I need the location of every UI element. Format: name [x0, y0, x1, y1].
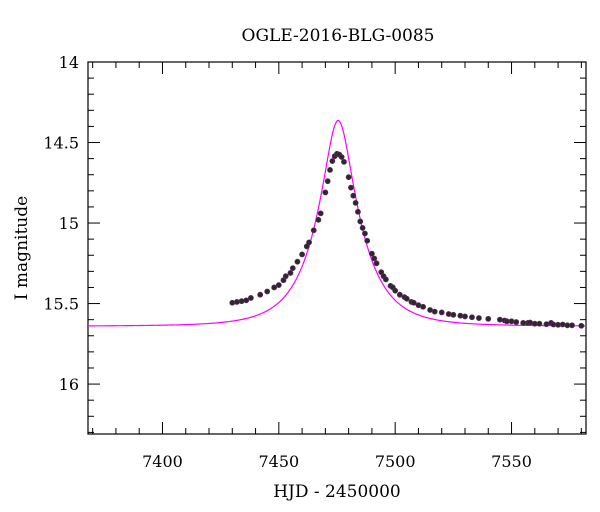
data-point: [257, 291, 264, 298]
data-point: [527, 319, 534, 326]
data-point: [327, 166, 333, 173]
data-point: [392, 287, 399, 294]
data-point: [317, 210, 324, 217]
data-point: [359, 224, 366, 231]
data-point: [469, 314, 475, 321]
data-point: [578, 322, 585, 329]
data-point: [496, 316, 503, 323]
data-point: [357, 218, 364, 225]
data-point: [229, 299, 236, 306]
data-point: [243, 297, 250, 304]
data-point: [338, 154, 345, 160]
data-point: [450, 311, 457, 318]
data-point: [431, 308, 438, 315]
y-tick-label: 15: [59, 214, 79, 233]
y-axis-label: I magnitude: [12, 196, 32, 300]
data-point: [462, 313, 468, 320]
data-point: [247, 295, 254, 301]
axis-tick-labels: 7400 7450 7500 7550 14 14.5 15 15.5 16: [43, 53, 532, 471]
data-point: [294, 258, 301, 265]
data-point: [352, 200, 359, 206]
data-point: [369, 250, 375, 257]
data-point: [306, 239, 312, 246]
data-point: [238, 298, 245, 305]
data-point: [322, 189, 329, 196]
data-point: [315, 216, 322, 223]
data-point: [396, 291, 403, 298]
data-point: [373, 260, 380, 267]
y-tick-label: 14: [59, 53, 79, 72]
data-point: [275, 282, 282, 288]
data-point: [324, 178, 331, 185]
data-point: [382, 276, 389, 283]
data-point: [403, 295, 410, 302]
data-point: [485, 315, 492, 322]
data-point: [438, 309, 445, 316]
data-point: [341, 158, 347, 165]
data-point: [299, 251, 305, 258]
model-curve: [87, 119, 586, 327]
data-point: [355, 208, 361, 215]
data-point: [559, 321, 566, 328]
data-point: [282, 273, 289, 280]
y-tick-label: 16: [59, 375, 79, 394]
data-point: [513, 319, 520, 325]
data-point: [364, 237, 371, 244]
x-tick-label: 7450: [258, 452, 299, 471]
data-point: [287, 270, 294, 276]
data-point: [569, 322, 575, 329]
data-point: [420, 303, 426, 310]
data-point: [264, 288, 271, 295]
model-curve-group: [87, 119, 586, 327]
data-point: [271, 284, 278, 291]
data-point: [329, 158, 336, 164]
data-point: [445, 311, 452, 317]
plot-frame: [87, 61, 587, 435]
x-tick-label: 7400: [142, 452, 183, 471]
data-point: [348, 184, 354, 191]
data-point: [410, 299, 417, 306]
axis-ticks: [88, 61, 586, 434]
data-point: [476, 315, 482, 321]
y-tick-label: 15.5: [43, 295, 79, 314]
y-tick-label: 14.5: [43, 134, 79, 153]
data-point: [234, 299, 240, 305]
x-tick-label: 7500: [375, 452, 416, 471]
data-point: [508, 318, 515, 325]
x-tick-label: 7550: [491, 452, 532, 471]
data-point: [362, 230, 368, 237]
data-point: [345, 174, 352, 181]
data-point: [371, 255, 378, 262]
data-point: [310, 227, 317, 234]
data-point: [289, 265, 296, 272]
data-point: [457, 312, 464, 319]
data-point: [350, 192, 357, 199]
x-axis-label: HJD - 2450000: [273, 482, 401, 502]
data-points: [229, 150, 585, 329]
chart-title: OGLE-2016-BLG-0085: [242, 26, 435, 46]
data-point: [536, 320, 543, 327]
